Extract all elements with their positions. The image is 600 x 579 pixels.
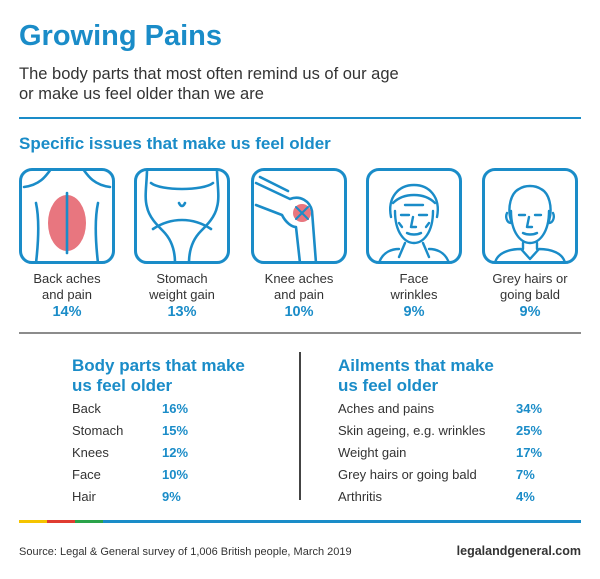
list-item: Stomach 15% [72,420,272,442]
color-segment-yellow [19,520,47,523]
body-parts-list: Back 16% Stomach 15% Knees 12% Face 10% Hair… [72,398,272,508]
issue-back-label-1: Back aches [33,271,101,286]
issue-hair: Grey hairs or going bald 9% [480,168,580,320]
ailments-heading-line-1: Ailments that make [338,356,494,375]
ailment-label: Arthritis [338,489,383,504]
back-pain-icon [19,168,115,264]
ailment-value: 25% [516,423,543,438]
wrinkled-face-icon [366,168,462,264]
issue-face: Face wrinkles 9% [364,168,464,320]
specific-issues-heading: Specific issues that make us feel older [19,134,331,153]
body-part-label: Hair [72,489,96,504]
body-parts-heading-line-2: us feel older [72,376,173,395]
column-divider [299,352,301,500]
body-part-value: 16% [162,401,189,416]
list-item: Skin ageing, e.g. wrinkles 25% [338,420,558,442]
ailment-label: Weight gain [338,445,407,460]
ailment-label: Skin ageing, e.g. wrinkles [338,423,486,438]
issue-face-percent: 9% [403,304,425,320]
page-subtitle: The body parts that most often remind us… [19,64,559,104]
brand-color-bar [19,520,581,523]
website-link[interactable]: legalandgeneral.com [456,544,581,558]
list-item: Face 10% [72,464,272,486]
body-parts-heading: Body parts that make us feel older [72,356,245,396]
issue-back-percent: 14% [52,304,82,320]
list-item: Arthritis 4% [338,486,558,508]
issue-face-label-2: wrinkles [390,287,438,302]
issue-knee-label-2: and pain [274,287,324,302]
body-part-value: 15% [162,423,189,438]
issue-stomach-percent: 13% [167,304,197,320]
list-item: Aches and pains 34% [338,398,558,420]
color-segment-red [47,520,75,523]
ailment-value: 4% [516,489,535,504]
subtitle-line-1: The body parts that most often remind us… [19,65,399,83]
ailments-heading-line-2: us feel older [338,376,439,395]
subtitle-line-2: or make us feel older than we are [19,85,264,103]
color-segment-green [75,520,103,523]
list-item: Weight gain 17% [338,442,558,464]
ailment-label: Aches and pains [338,401,435,416]
issue-face-label-1: Face [399,271,429,286]
list-item: Grey hairs or going bald 7% [338,464,558,486]
body-part-value: 10% [162,467,189,482]
knee-pain-icon [251,168,347,264]
body-part-label: Knees [72,445,109,460]
body-part-value: 12% [162,445,189,460]
ailment-value: 17% [516,445,543,460]
list-item: Hair 9% [72,486,272,508]
ailment-value: 34% [516,401,543,416]
issue-stomach: Stomach weight gain 13% [132,168,232,320]
issue-knee-percent: 10% [284,304,314,320]
top-divider [19,117,581,119]
body-part-label: Back [72,401,101,416]
middle-divider [19,332,581,334]
ailments-list: Aches and pains 34% Skin ageing, e.g. wri… [338,398,558,508]
issue-knee-label-1: Knee aches [264,271,334,286]
issue-hair-percent: 9% [519,304,541,320]
body-part-value: 9% [162,489,181,504]
page-title: Growing Pains [19,20,223,52]
issue-hair-label-2: going bald [500,287,560,302]
stomach-icon [134,168,230,264]
list-item: Knees 12% [72,442,272,464]
issue-stomach-label-2: weight gain [149,287,215,302]
ailment-label: Grey hairs or going bald [338,467,477,482]
ailments-heading: Ailments that make us feel older [338,356,494,396]
issue-hair-label-1: Grey hairs or [492,271,568,286]
body-part-label: Stomach [72,423,124,438]
issue-back: Back aches and pain 14% [17,168,117,320]
ailment-value: 7% [516,467,535,482]
list-item: Back 16% [72,398,272,420]
body-part-label: Face [72,467,101,482]
body-parts-heading-line-1: Body parts that make [72,356,245,375]
issue-stomach-label-1: Stomach [156,271,208,286]
color-segment-blue [103,520,581,523]
issue-back-label-2: and pain [42,287,92,302]
balding-man-icon [482,168,578,264]
source-note: Source: Legal & General survey of 1,006 … [19,546,352,558]
issue-knee: Knee aches and pain 10% [249,168,349,320]
